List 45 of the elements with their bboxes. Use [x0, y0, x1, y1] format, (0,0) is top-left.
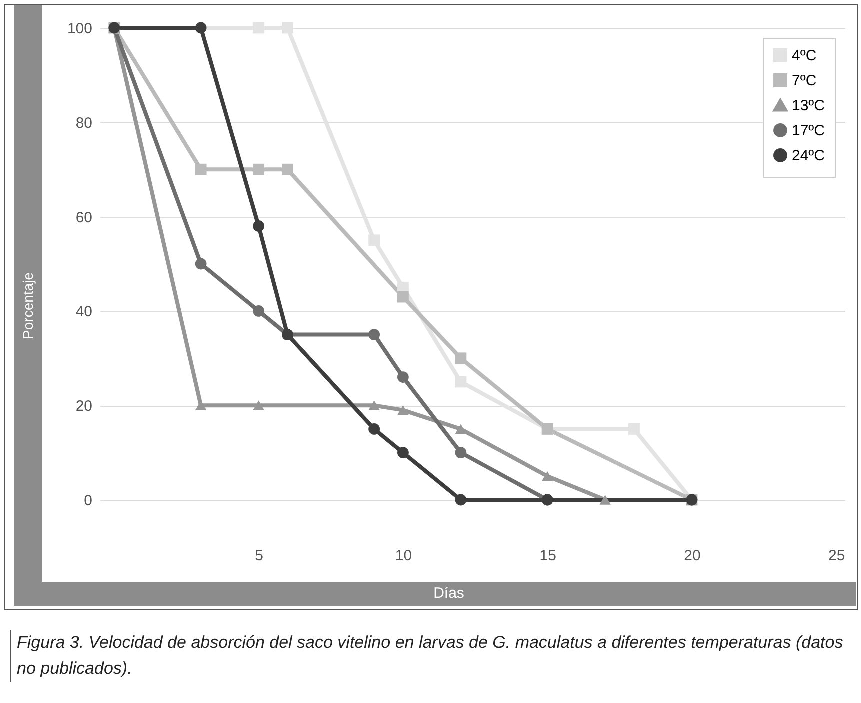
legend-label: 4ºC	[792, 48, 817, 64]
point	[455, 352, 467, 364]
x-tick-label: 15	[540, 548, 556, 564]
x-tick-label: 5	[255, 548, 264, 564]
point	[195, 164, 207, 176]
point	[282, 22, 294, 34]
point	[455, 494, 467, 506]
y-tick-label: 40	[76, 304, 92, 321]
x-tick-label: 20	[684, 548, 701, 564]
legend-label: 17ºC	[792, 122, 826, 140]
point	[253, 400, 265, 411]
y-axis-title: Porcentaje	[20, 272, 36, 339]
point	[600, 495, 612, 505]
point	[253, 306, 265, 317]
point	[455, 376, 467, 388]
legend-label: 24ºC	[792, 148, 826, 164]
x-tick-label: 25	[828, 548, 846, 564]
point	[542, 471, 554, 482]
point	[368, 329, 380, 340]
point	[368, 234, 380, 246]
point	[253, 220, 265, 232]
x-tick-label: 10	[395, 548, 412, 564]
point	[455, 447, 467, 458]
point	[195, 258, 207, 270]
y-tick-label: 100	[67, 20, 92, 38]
point	[195, 22, 207, 34]
y-tick-label: 60	[76, 209, 92, 226]
point	[397, 291, 409, 303]
point	[397, 447, 409, 458]
point	[282, 164, 294, 176]
y-tick-label: 80	[76, 114, 92, 132]
y-tick-label: 0	[84, 492, 92, 510]
point	[253, 164, 265, 176]
x-axis-title: Días	[42, 582, 856, 606]
text: Figura 3. Velocidad de absorción del saco vitelino en larvas de G. maculatus a diferentes temperaturas (datos no publicados).	[10, 630, 853, 682]
point	[368, 424, 380, 435]
point	[455, 424, 467, 434]
point	[253, 22, 265, 34]
point	[397, 405, 409, 416]
y-tick-label: 20	[76, 398, 92, 416]
point	[628, 424, 640, 435]
legend-label: 7ºC	[792, 72, 817, 90]
point	[368, 400, 380, 411]
point	[397, 372, 409, 383]
legend-label: 13ºC	[792, 98, 826, 114]
